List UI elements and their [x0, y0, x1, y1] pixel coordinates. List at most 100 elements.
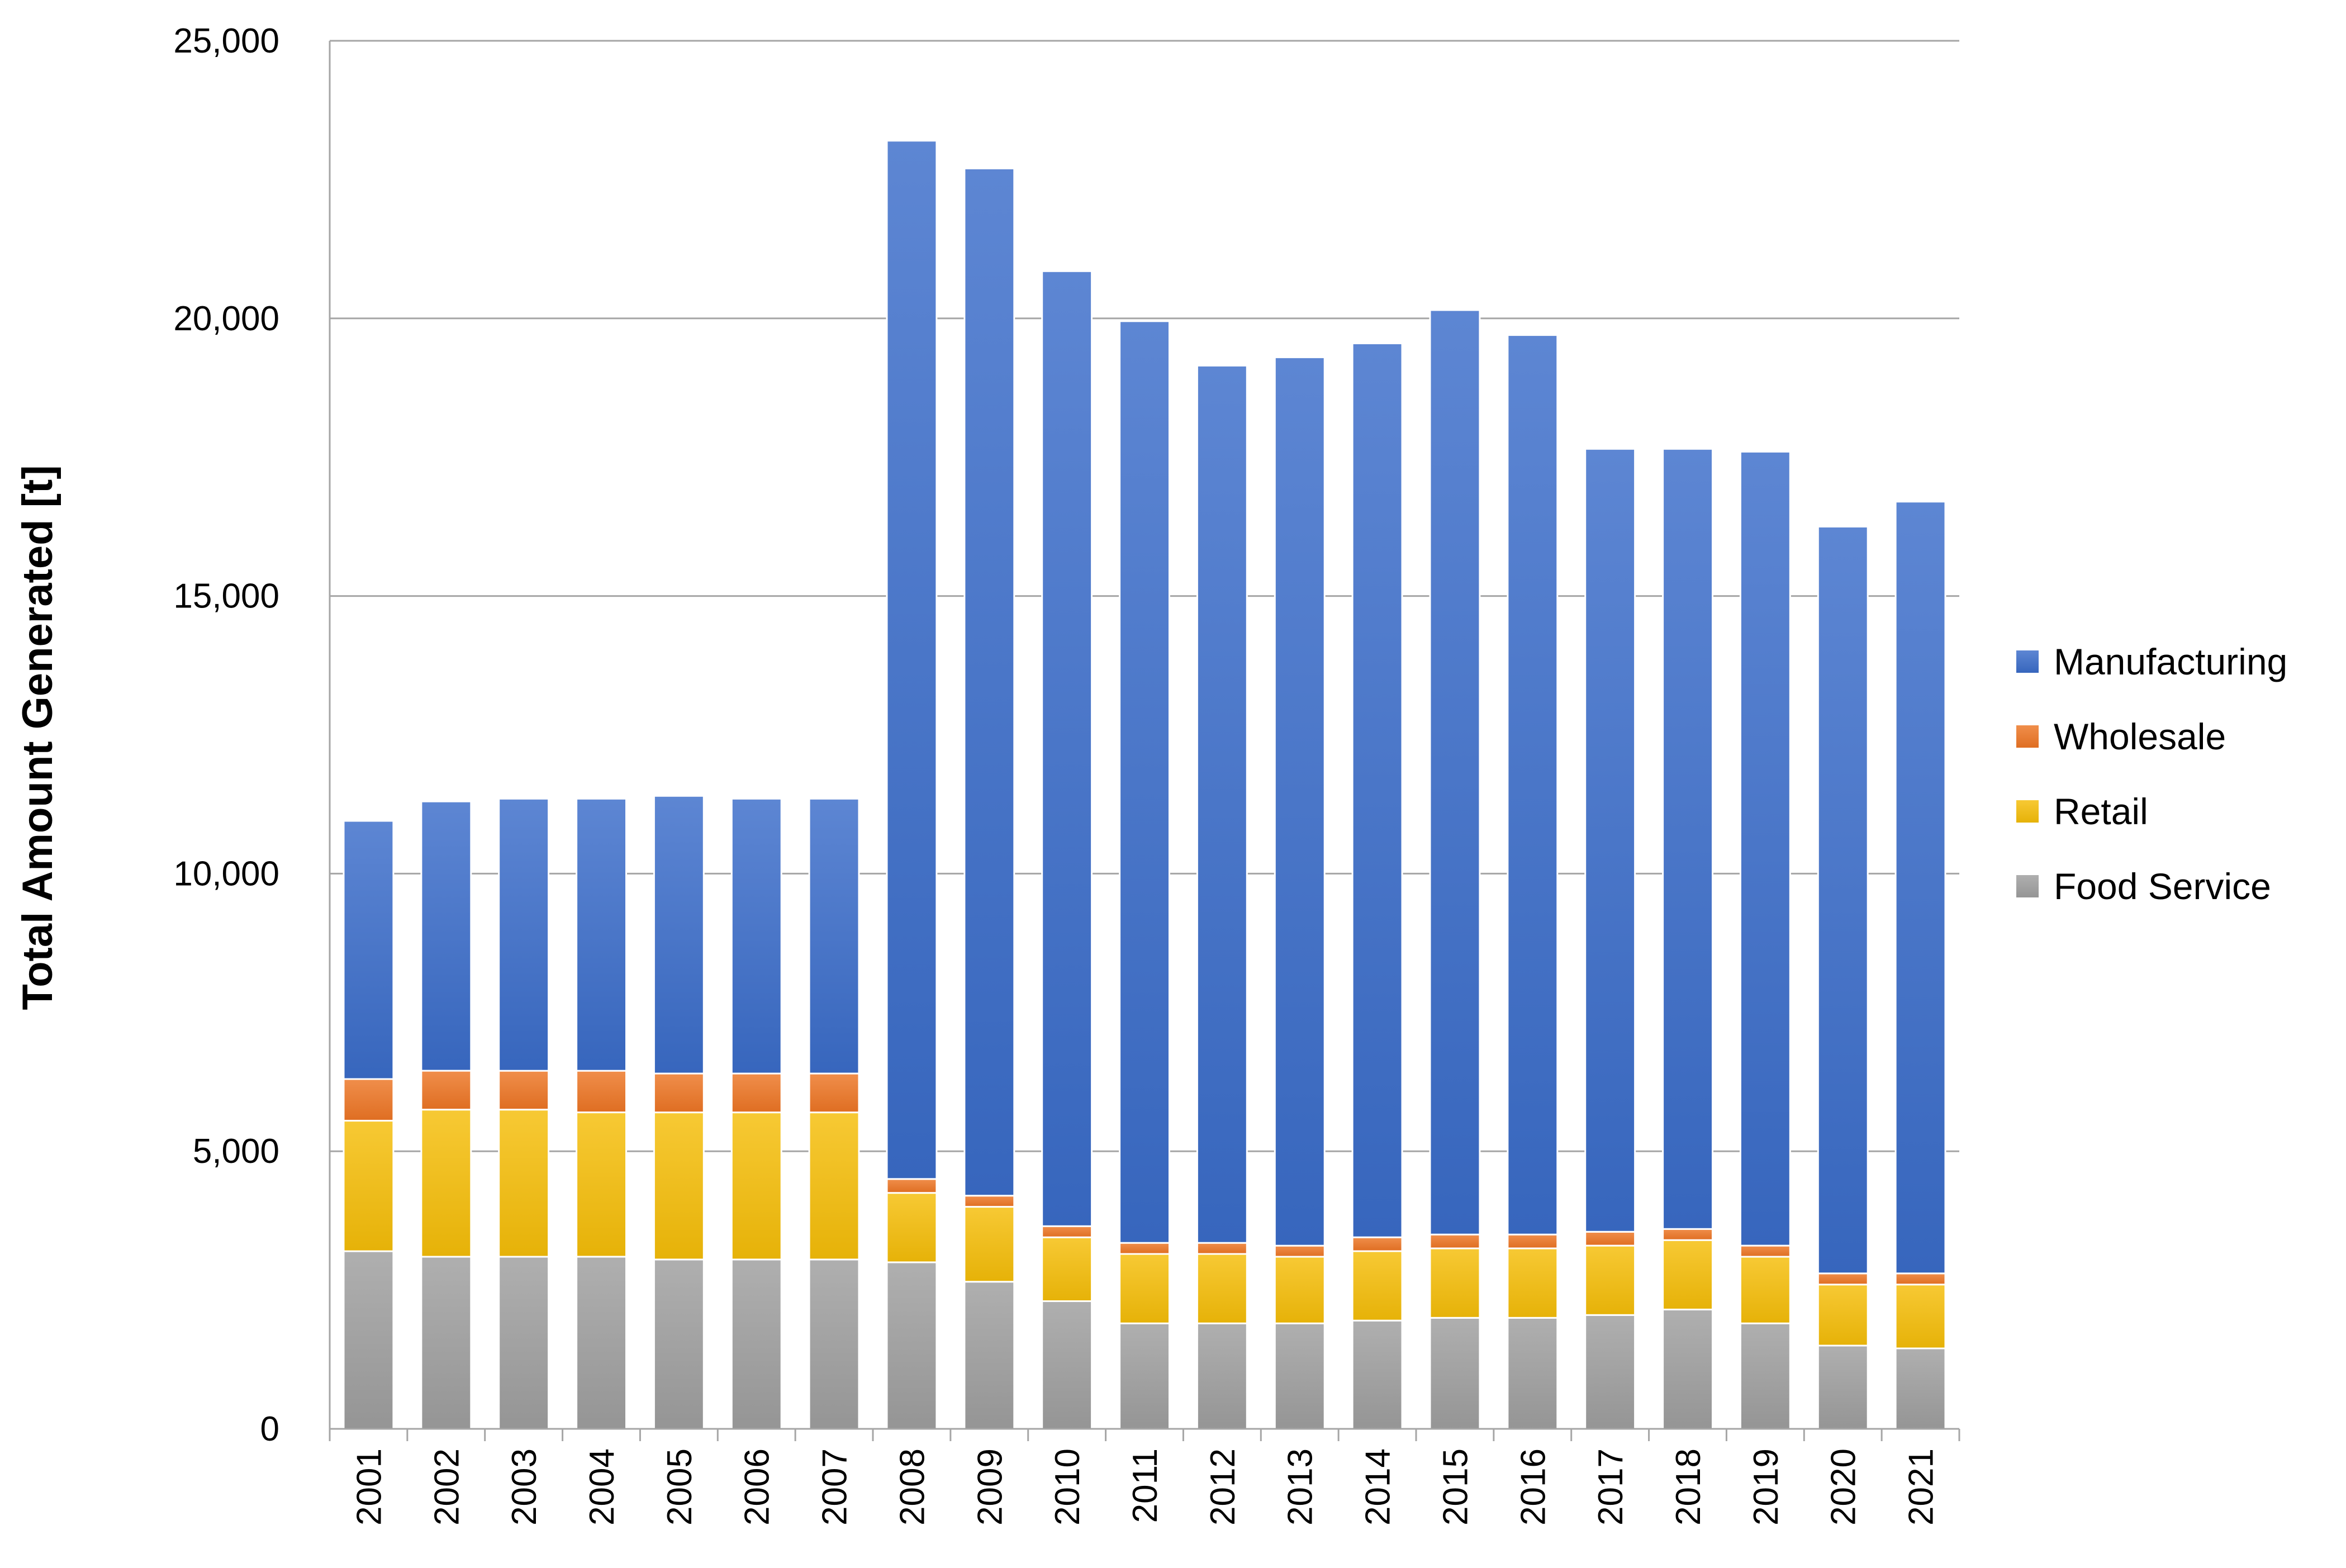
bar-manufacturing-2010 — [1041, 270, 1093, 1227]
legend: Manufacturing Wholesale Retail Food Service — [2016, 641, 2287, 907]
x-tick-label: 2008 — [893, 1448, 932, 1526]
bar-wholesale-2017 — [1584, 1230, 1636, 1247]
legend-swatch — [2016, 800, 2039, 823]
x-tick-label: 2015 — [1436, 1448, 1475, 1526]
bar-food-service-2011 — [1119, 1322, 1170, 1430]
bar-wholesale-2016 — [1507, 1233, 1559, 1249]
x-tick-label: 2019 — [1747, 1448, 1785, 1526]
legend-label: Wholesale — [2054, 716, 2226, 757]
bar-manufacturing-2008 — [886, 140, 938, 1180]
bar-manufacturing-2002 — [420, 800, 472, 1072]
bar-wholesale-2005 — [653, 1072, 705, 1114]
x-tick-label: 2006 — [738, 1448, 777, 1526]
y-tick-label: 5,000 — [193, 1132, 279, 1171]
bar-food-service-2004 — [576, 1256, 627, 1430]
bar-manufacturing-2005 — [653, 795, 705, 1075]
bar-food-service-2001 — [343, 1250, 395, 1430]
bar-manufacturing-2016 — [1507, 334, 1559, 1236]
bar-manufacturing-2018 — [1662, 448, 1714, 1230]
y-tick-label: 15,000 — [173, 577, 279, 616]
x-tick-label: 2007 — [816, 1448, 854, 1526]
x-tick-label: 2013 — [1281, 1448, 1320, 1526]
bar-manufacturing-2021 — [1894, 501, 1946, 1275]
bar-wholesale-2003 — [498, 1070, 550, 1111]
bar-wholesale-2004 — [576, 1070, 627, 1114]
bar-manufacturing-2007 — [808, 797, 860, 1075]
bar-wholesale-2002 — [420, 1070, 472, 1111]
bar-wholesale-2020 — [1817, 1272, 1869, 1286]
x-tick-label: 2020 — [1825, 1448, 1863, 1526]
bars — [343, 140, 1946, 1430]
legend-item-food-service: Food Service — [2016, 866, 2271, 907]
bar-manufacturing-2019 — [1739, 450, 1791, 1247]
bar-food-service-2007 — [808, 1258, 860, 1430]
bar-retail-2009 — [963, 1206, 1015, 1283]
bar-retail-2001 — [343, 1120, 395, 1252]
y-tick-label: 20,000 — [173, 300, 279, 338]
bar-retail-2018 — [1662, 1239, 1714, 1310]
legend-item-retail: Retail — [2016, 791, 2148, 832]
bar-wholesale-2006 — [730, 1072, 782, 1114]
bar-food-service-2016 — [1507, 1317, 1559, 1430]
bar-manufacturing-2017 — [1584, 448, 1636, 1233]
bar-retail-2014 — [1351, 1250, 1403, 1322]
bar-retail-2007 — [808, 1111, 860, 1261]
bar-wholesale-2015 — [1429, 1233, 1481, 1249]
x-tick-label: 2003 — [505, 1448, 544, 1526]
bar-wholesale-2021 — [1894, 1272, 1946, 1286]
bar-food-service-2018 — [1662, 1308, 1714, 1430]
bar-food-service-2015 — [1429, 1317, 1481, 1430]
bar-retail-2008 — [886, 1192, 938, 1263]
bar-food-service-2005 — [653, 1258, 705, 1430]
legend-label: Food Service — [2054, 866, 2271, 907]
bar-wholesale-2009 — [963, 1195, 1015, 1208]
bar-retail-2003 — [498, 1109, 550, 1258]
bar-wholesale-2013 — [1274, 1244, 1326, 1258]
bar-wholesale-2014 — [1351, 1236, 1403, 1252]
y-tick-label: 10,000 — [173, 854, 279, 893]
bar-wholesale-2019 — [1739, 1244, 1791, 1258]
x-tick-label: 2009 — [971, 1448, 1009, 1526]
legend-swatch — [2016, 650, 2039, 673]
bar-retail-2020 — [1817, 1284, 1869, 1347]
legend-swatch — [2016, 725, 2039, 748]
legend-swatch — [2016, 875, 2039, 897]
bar-manufacturing-2020 — [1817, 525, 1869, 1275]
bar-manufacturing-2009 — [963, 168, 1015, 1197]
bar-manufacturing-2003 — [498, 797, 550, 1072]
bar-food-service-2009 — [963, 1281, 1015, 1430]
bar-food-service-2006 — [730, 1258, 782, 1430]
legend-label: Retail — [2054, 791, 2148, 832]
x-tick-label: 2004 — [583, 1448, 621, 1526]
bar-manufacturing-2001 — [343, 820, 395, 1080]
bar-food-service-2008 — [886, 1261, 938, 1430]
bar-food-service-2003 — [498, 1256, 550, 1430]
bar-manufacturing-2011 — [1119, 320, 1170, 1244]
bar-wholesale-2008 — [886, 1178, 938, 1194]
bar-retail-2006 — [730, 1111, 782, 1261]
x-tick-label: 2012 — [1204, 1448, 1242, 1526]
bar-retail-2017 — [1584, 1244, 1636, 1316]
bar-retail-2004 — [576, 1111, 627, 1258]
legend-label: Manufacturing — [2054, 641, 2287, 682]
y-tick-label: 25,000 — [173, 22, 279, 60]
bar-manufacturing-2004 — [576, 797, 627, 1072]
bar-wholesale-2007 — [808, 1072, 860, 1114]
bar-food-service-2020 — [1817, 1344, 1869, 1430]
bar-food-service-2012 — [1196, 1322, 1248, 1430]
bar-food-service-2014 — [1351, 1319, 1403, 1430]
bar-retail-2013 — [1274, 1256, 1326, 1324]
bar-retail-2012 — [1196, 1253, 1248, 1324]
bar-manufacturing-2012 — [1196, 364, 1248, 1244]
x-tick-label: 2010 — [1048, 1448, 1087, 1526]
bar-food-service-2010 — [1041, 1300, 1093, 1430]
bar-wholesale-2001 — [343, 1078, 395, 1122]
bar-manufacturing-2013 — [1274, 356, 1326, 1247]
x-tick-label: 2018 — [1669, 1448, 1708, 1526]
y-axis-title: Total Amount Generated [t] — [14, 465, 61, 1010]
legend-item-wholesale: Wholesale — [2016, 716, 2226, 757]
bar-retail-2010 — [1041, 1236, 1093, 1302]
x-tick-labels: 2001 2002 2003 2004 2005 2006 2007 2008 2009 2010… — [350, 1448, 1940, 1526]
